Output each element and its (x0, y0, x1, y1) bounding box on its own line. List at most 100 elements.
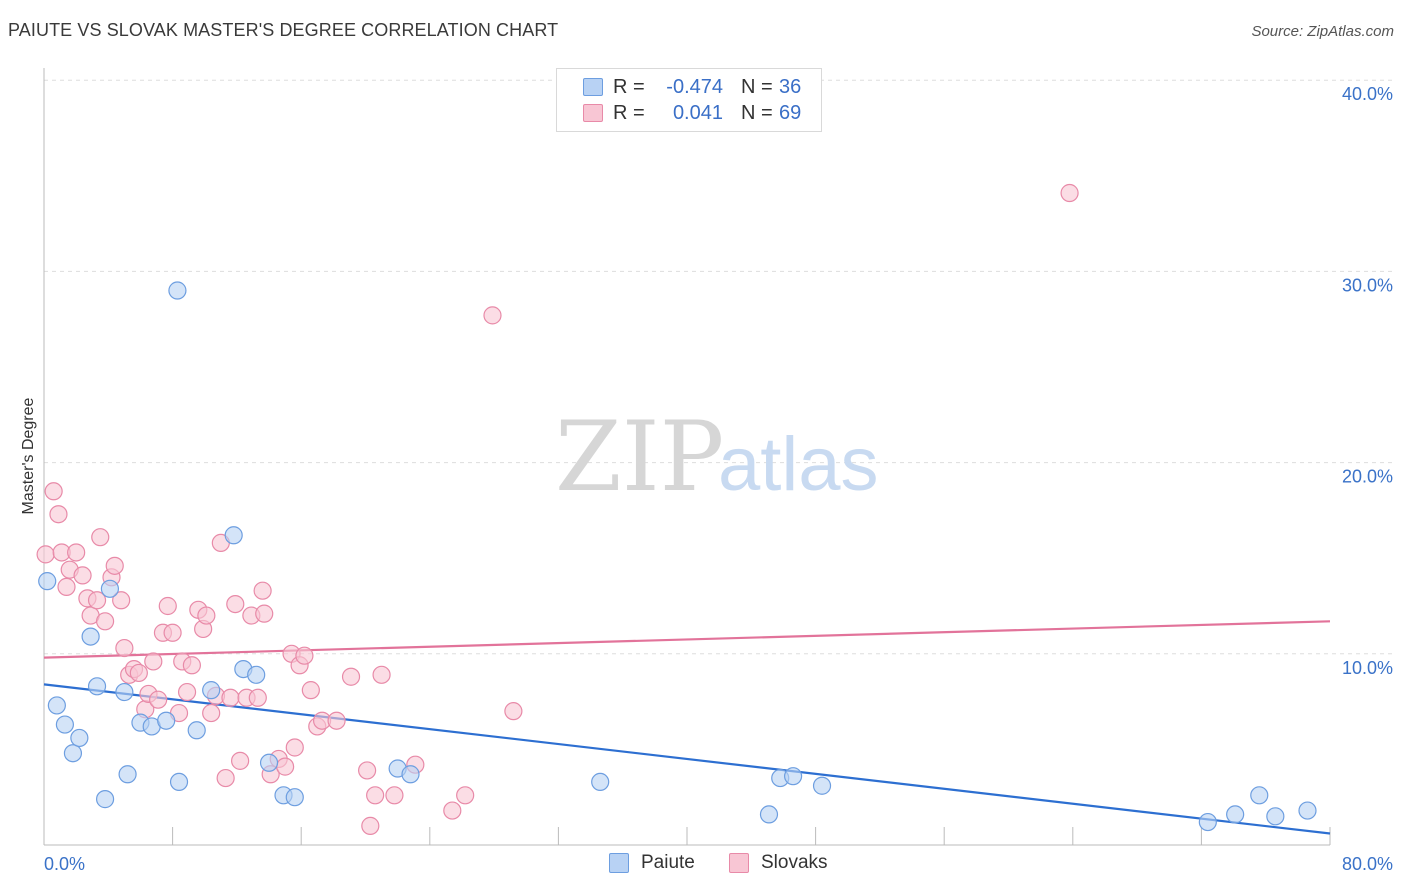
slovak-point (443, 801, 462, 820)
slovak-point (231, 751, 250, 770)
slovak-point (177, 682, 197, 702)
x-tick-label-max: 80.0% (1342, 854, 1393, 874)
slovak-point (361, 816, 380, 835)
n-label: N = (741, 101, 773, 124)
paiute-point (95, 790, 115, 809)
paiute-point (168, 281, 187, 300)
slovak-point (112, 591, 131, 610)
paiute-point (38, 572, 57, 591)
legend-row-paiute: R = -0.474 N = 36 (583, 74, 801, 100)
data-points (36, 183, 1317, 835)
slovak-point (57, 577, 76, 596)
paiute-point (81, 627, 100, 646)
trend-lines (43, 620, 1331, 835)
paiute-point (55, 715, 74, 734)
series-legend: Paiute Slovaks (0, 852, 1406, 878)
watermark-atlas: atlas (718, 422, 879, 507)
paiute-point (157, 711, 176, 730)
paiute-point (401, 765, 420, 784)
chart-title: PAIUTE VS SLOVAK MASTER'S DEGREE CORRELA… (8, 20, 559, 40)
y-tick-label: 30.0% (1342, 275, 1393, 295)
paiute-point (1198, 812, 1217, 832)
slovak-point (149, 690, 168, 709)
paiute-swatch (583, 78, 603, 96)
paiute-point (285, 788, 304, 807)
slovak-point (255, 604, 274, 623)
slovak-swatch (583, 104, 603, 122)
slovak-point (216, 768, 235, 788)
paiute-point (783, 767, 803, 786)
y-tick-label: 20.0% (1342, 467, 1393, 487)
slovak-point (1060, 183, 1079, 203)
r-label: R = (613, 75, 645, 98)
grid-lines (44, 79, 1392, 655)
paiute-point (259, 753, 279, 772)
paiute-point (224, 526, 243, 545)
x-tick-label-min: 0.0% (44, 854, 85, 874)
slovak-point (202, 703, 221, 723)
r-value: 0.041 (672, 101, 723, 124)
slovak-point (504, 702, 523, 721)
slovak-legend-swatch (729, 853, 749, 873)
slovak-point (182, 656, 201, 675)
slovak-point (248, 688, 267, 707)
paiute-point (70, 728, 89, 748)
slovak-point (115, 638, 134, 658)
slovak-point (253, 581, 272, 600)
slovak-point (36, 545, 55, 564)
slovak-point (49, 505, 68, 524)
paiute-point (202, 681, 221, 700)
paiute-point (118, 765, 137, 784)
slovak-point (372, 665, 391, 684)
slovak-point (366, 786, 385, 805)
r-label: R = (613, 101, 645, 124)
slovak-point (105, 556, 124, 575)
slovak-point (158, 596, 177, 616)
tick-labels: 10.0% 20.0% 30.0% 40.0% 0.0% 80.0% (44, 84, 1393, 874)
slovak-point (385, 786, 404, 805)
stats-legend: R = -0.474 N = 36 R = 0.041 N = 69 (556, 68, 822, 132)
axes (43, 68, 1331, 846)
paiute-point (115, 682, 134, 702)
paiute-point (169, 772, 189, 792)
paiute-legend-swatch (609, 853, 629, 873)
slovak-point (129, 663, 148, 683)
paiute-trend-line (43, 683, 1331, 835)
paiute-point (1250, 786, 1269, 805)
slovak-trend-line (43, 620, 1331, 659)
y-tick-label: 10.0% (1342, 658, 1393, 678)
slovak-point (341, 667, 361, 686)
paiute-point (247, 665, 266, 684)
paiute-legend-label: Paiute (641, 852, 695, 873)
r-value: -0.474 (666, 75, 723, 98)
slovak-point (327, 711, 346, 730)
slovak-point (285, 738, 304, 757)
paiute-point (1266, 807, 1285, 826)
paiute-point (591, 772, 610, 792)
y-axis-label: Master's Degree (20, 397, 37, 514)
paiute-point (1226, 805, 1245, 824)
legend-item-paiute[interactable]: Paiute (609, 852, 695, 874)
slovak-point (91, 528, 110, 547)
legend-row-slovaks: R = 0.041 N = 69 (583, 100, 801, 126)
paiute-point (47, 696, 66, 715)
n-value: 36 (779, 75, 802, 98)
legend-item-slovaks[interactable]: Slovaks (729, 852, 828, 874)
n-value: 69 (779, 101, 802, 124)
slovak-point (358, 761, 377, 780)
slovak-point (197, 606, 216, 625)
paiute-point (759, 805, 779, 824)
slovak-point (67, 543, 86, 562)
slovak-point (221, 688, 240, 707)
slovak-point (483, 306, 502, 325)
slovak-point (301, 681, 320, 700)
paiute-point (100, 579, 120, 598)
slovak-point (44, 482, 63, 501)
slovak-point (295, 646, 314, 665)
paiute-point (87, 677, 107, 696)
paiute-point (812, 776, 832, 795)
y-tick-label: 40.0% (1342, 84, 1393, 104)
paiute-point (187, 721, 206, 740)
watermark-zip: ZIP (555, 401, 724, 513)
slovak-point (87, 591, 107, 610)
